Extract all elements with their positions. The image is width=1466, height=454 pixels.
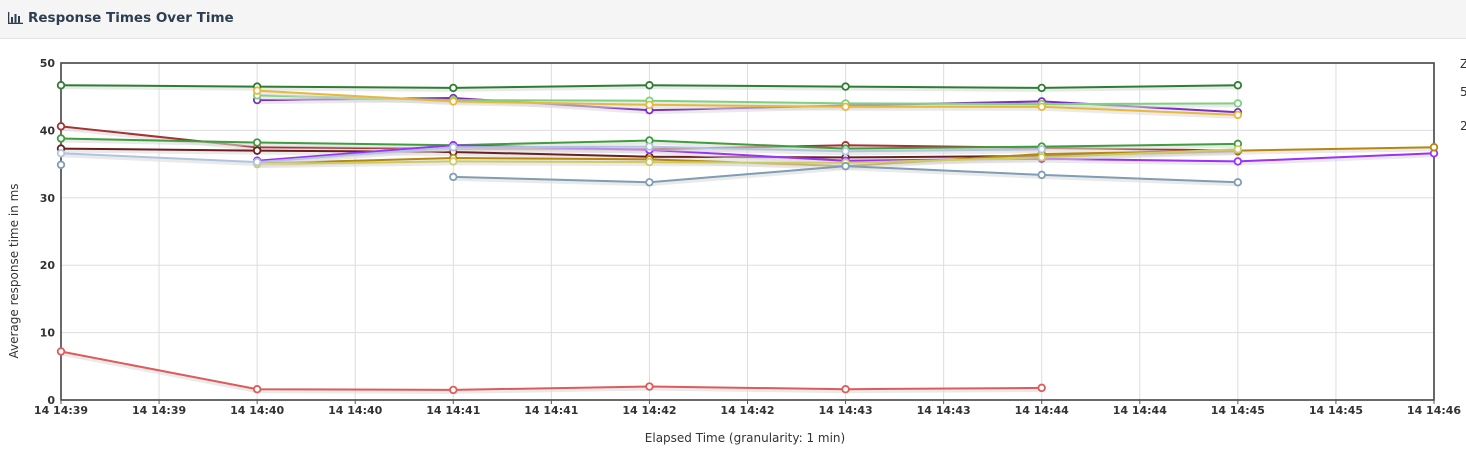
x-tick-label: 14 14:40 bbox=[328, 404, 382, 417]
data-point[interactable] bbox=[1233, 99, 1243, 108]
x-tick-label: 14 14:46 bbox=[1407, 404, 1461, 417]
data-point[interactable] bbox=[1037, 153, 1046, 162]
data-point[interactable] bbox=[449, 83, 458, 93]
y-tick-label: 40 bbox=[40, 124, 56, 137]
data-point[interactable] bbox=[252, 385, 262, 394]
data-point[interactable] bbox=[252, 157, 262, 167]
data-point[interactable] bbox=[252, 146, 262, 155]
x-tick-label: 14 14:39 bbox=[132, 404, 186, 417]
series-line bbox=[257, 148, 1238, 166]
legend-fragments: Z 5 2 bbox=[1460, 57, 1466, 133]
series-12 bbox=[56, 347, 1046, 395]
legend-item-label[interactable]: 5 bbox=[1460, 85, 1466, 99]
series-10 bbox=[56, 142, 1046, 167]
y-tick-label: 0 bbox=[47, 394, 55, 407]
data-point[interactable] bbox=[841, 161, 850, 171]
y-tick-label: 30 bbox=[40, 192, 56, 205]
data-point[interactable] bbox=[56, 347, 66, 356]
data-point[interactable] bbox=[645, 382, 654, 391]
series-line bbox=[60, 145, 1042, 164]
data-point[interactable] bbox=[56, 122, 66, 131]
data-point[interactable] bbox=[1429, 143, 1439, 152]
data-point[interactable] bbox=[1233, 81, 1243, 90]
x-tick-label: 14 14:44 bbox=[1015, 404, 1069, 417]
data-point[interactable] bbox=[449, 385, 458, 395]
y-axis-label: Average response time in ms bbox=[7, 183, 21, 358]
data-point[interactable] bbox=[841, 82, 850, 91]
data-point[interactable] bbox=[1037, 383, 1046, 393]
x-tick-label: 14 14:41 bbox=[524, 404, 578, 417]
legend-item-label[interactable]: Z bbox=[1460, 57, 1466, 71]
data-point[interactable] bbox=[1233, 110, 1243, 120]
panel-title[interactable]: Response Times Over Time bbox=[8, 10, 234, 28]
legend-item-label[interactable]: 2 bbox=[1460, 119, 1466, 133]
panel-title-text: Response Times Over Time bbox=[28, 10, 234, 26]
y-axis-ticks: 0 10 20 30 40 50 bbox=[40, 57, 56, 407]
data-point[interactable] bbox=[1037, 145, 1046, 154]
data-point[interactable] bbox=[1233, 178, 1243, 187]
x-tick-label: 14 14:43 bbox=[818, 404, 872, 417]
x-tick-label: 14 14:44 bbox=[1113, 404, 1167, 417]
data-point[interactable] bbox=[56, 134, 66, 143]
data-point[interactable] bbox=[841, 147, 850, 156]
bar-chart-icon bbox=[8, 12, 23, 28]
panel-header: Response Times Over Time bbox=[0, 0, 1466, 39]
y-tick-label: 20 bbox=[40, 259, 56, 272]
x-axis-ticks: 14 14:39 14 14:39 14 14:40 14 14:40 14 14:41… bbox=[34, 400, 1461, 417]
x-tick-label: 14 14:45 bbox=[1309, 404, 1363, 417]
data-point[interactable] bbox=[56, 160, 66, 169]
data-point[interactable] bbox=[1233, 145, 1243, 154]
data-point[interactable] bbox=[1233, 157, 1243, 166]
x-tick-label: 14 14:40 bbox=[230, 404, 284, 417]
series-11 bbox=[56, 160, 1243, 187]
y-tick-label: 10 bbox=[40, 327, 56, 340]
data-point[interactable] bbox=[252, 86, 262, 95]
y-tick-label: 50 bbox=[40, 57, 56, 70]
data-point[interactable] bbox=[841, 385, 850, 394]
data-point[interactable] bbox=[449, 97, 458, 106]
series-line-shadow bbox=[60, 351, 1042, 394]
x-tick-label: 14 14:41 bbox=[426, 404, 480, 417]
data-point[interactable] bbox=[841, 102, 850, 112]
x-tick-label: 14 14:42 bbox=[720, 404, 774, 417]
data-point[interactable] bbox=[1037, 83, 1046, 93]
series-3 bbox=[252, 86, 1243, 120]
series-line-shadow bbox=[257, 149, 1238, 169]
data-point[interactable] bbox=[1037, 102, 1046, 112]
series-line bbox=[257, 89, 1238, 116]
x-axis-label: Elapsed Time (granularity: 1 min) bbox=[645, 431, 845, 445]
data-point[interactable] bbox=[645, 81, 654, 90]
data-point[interactable] bbox=[56, 81, 66, 90]
x-tick-label: 14 14:43 bbox=[917, 404, 971, 417]
data-point[interactable] bbox=[645, 157, 654, 167]
series-line-shadow bbox=[60, 146, 1042, 167]
x-tick-label: 14 14:45 bbox=[1211, 404, 1265, 417]
data-point[interactable] bbox=[56, 149, 66, 158]
data-point[interactable] bbox=[449, 172, 458, 182]
x-tick-label: 14 14:39 bbox=[34, 404, 88, 417]
series-line bbox=[60, 350, 1042, 391]
x-tick-label: 14 14:42 bbox=[622, 404, 676, 417]
data-point[interactable] bbox=[645, 100, 654, 109]
data-point[interactable] bbox=[1037, 170, 1046, 180]
data-point[interactable] bbox=[449, 157, 458, 166]
data-point[interactable] bbox=[252, 138, 262, 147]
series-line-shadow bbox=[256, 90, 1238, 119]
data-point[interactable] bbox=[449, 143, 458, 152]
data-point[interactable] bbox=[645, 178, 654, 187]
series-lines bbox=[56, 81, 1439, 395]
data-point[interactable] bbox=[645, 142, 654, 151]
